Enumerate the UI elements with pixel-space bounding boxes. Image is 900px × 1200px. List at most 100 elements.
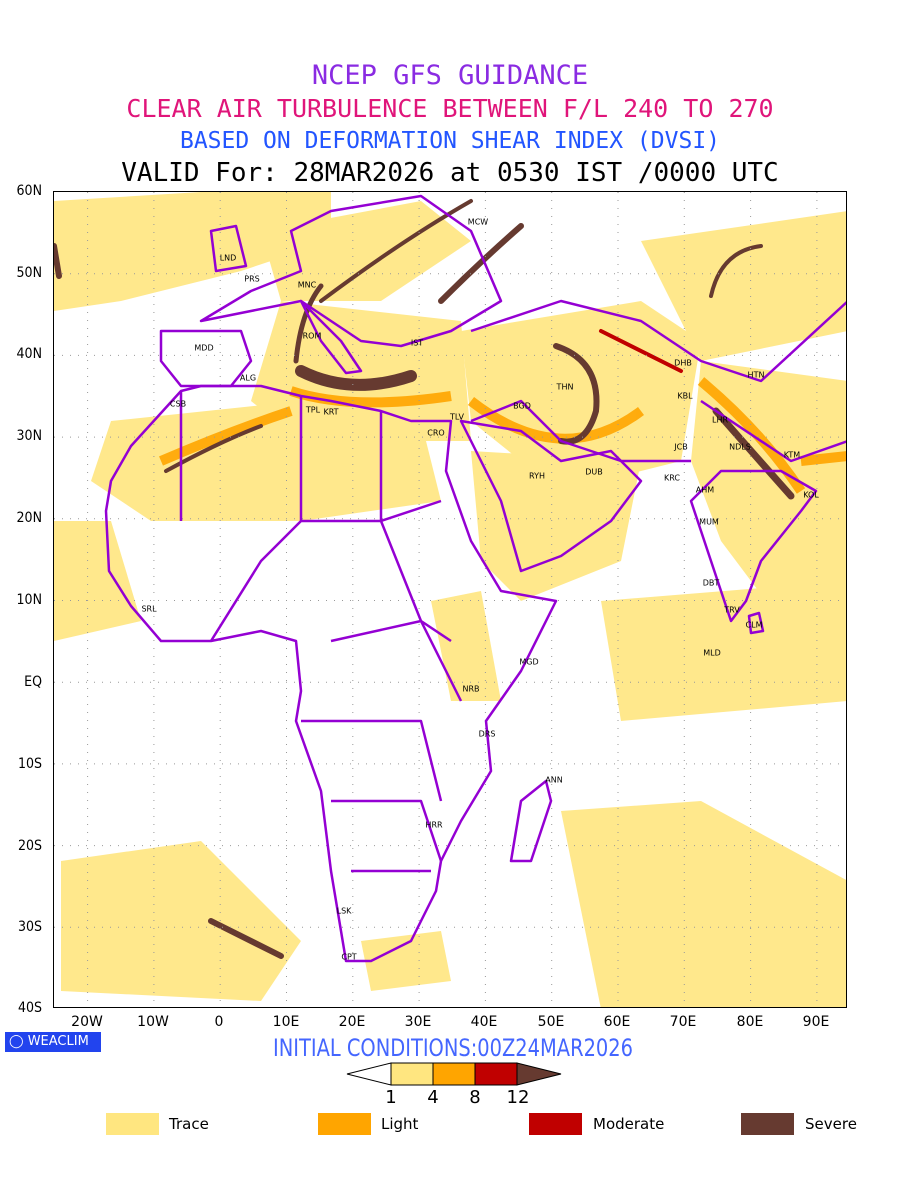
city-label: CRO (427, 428, 445, 438)
lon-label: 70E (669, 1014, 697, 1030)
weaclim-logo: ◯ WEACLIM (5, 1032, 101, 1052)
city-label: KRT (323, 407, 339, 417)
lon-label: 40E (470, 1014, 498, 1030)
city-label: MNC (297, 280, 317, 290)
legend-label-light: Light (381, 1115, 419, 1133)
legend-swatch-trace (106, 1113, 159, 1135)
lat-label: 60N (16, 183, 42, 199)
lon-label: 60E (603, 1014, 631, 1030)
valid-time: VALID For: 28MAR2026 at 0530 IST /0000 U… (121, 158, 779, 188)
city-label: MDD (194, 343, 214, 353)
gridlines (54, 192, 846, 1007)
city-label: RYH (529, 471, 545, 481)
logo-text: WEACLIM (27, 1034, 89, 1049)
city-label: MLD (703, 648, 721, 658)
city-label: HTN (747, 370, 765, 380)
colorbar-light (432, 1062, 476, 1086)
city-label: CPT (341, 952, 357, 962)
lon-label: 90E (802, 1014, 830, 1030)
city-label: CLM (745, 620, 763, 630)
lat-label: 40N (16, 346, 42, 362)
city-label: NRB (462, 684, 480, 694)
country-boundaries (104, 194, 846, 963)
moderate-severe-areas (54, 199, 795, 959)
lat-label: 30N (16, 428, 42, 444)
city-label: DHB (674, 358, 692, 368)
lon-label: 20E (338, 1014, 366, 1030)
lon-label: 0 (214, 1014, 224, 1030)
legend-swatch-moderate (529, 1113, 582, 1135)
city-label: MCW (467, 217, 489, 227)
city-label: MGD (519, 657, 539, 667)
city-label: LSK (336, 906, 352, 916)
lon-label: 10W (137, 1014, 169, 1030)
city-label: KRC (664, 473, 680, 483)
lon-label: 30E (404, 1014, 432, 1030)
city-label: MUM (699, 517, 719, 527)
title-line-2: CLEAR AIR TURBULENCE BETWEEN F/L 240 TO … (126, 94, 774, 123)
city-label: DBT (702, 578, 720, 588)
city-label: SRL (141, 604, 157, 614)
city-label: NDLS (729, 442, 751, 452)
africa-internal-borders (179, 391, 463, 873)
lat-label: 10N (16, 592, 42, 608)
trace-areas (54, 192, 846, 1007)
lat-label: 40S (17, 1000, 42, 1016)
lat-label: 20S (17, 838, 42, 854)
city-label: HRR (425, 820, 443, 830)
asia-outline (470, 299, 846, 463)
city-label: DRS (478, 729, 496, 739)
iberia-outline (159, 329, 253, 388)
colorbar-below-arrow (346, 1062, 392, 1086)
city-label: AHM (695, 485, 715, 495)
city-label: DUB (585, 467, 603, 477)
lon-label: 20W (71, 1014, 103, 1030)
colorbar-severe-arrow (516, 1062, 562, 1086)
city-label: LND (219, 253, 237, 263)
lon-label: 10E (272, 1014, 300, 1030)
city-label: IST (410, 338, 424, 348)
lat-label: 30S (17, 919, 42, 935)
city-label: TPL (305, 405, 321, 415)
title-line-1: NCEP GFS GUIDANCE (311, 60, 589, 91)
legend-swatch-light (318, 1113, 371, 1135)
city-label: LHR (711, 415, 729, 425)
city-label: ALG (239, 373, 257, 383)
city-label: PRS (244, 274, 260, 284)
africa-outline (104, 384, 558, 963)
city-label: KBL (677, 391, 693, 401)
colorbar (346, 1062, 562, 1086)
legend-label-severe: Severe (805, 1115, 857, 1133)
city-label: TRV (724, 605, 740, 615)
legend-swatch-severe (741, 1113, 794, 1135)
india-outline (689, 469, 818, 623)
map-canvas (54, 192, 846, 1007)
map-panel (53, 191, 847, 1008)
city-label: KOL (803, 490, 819, 500)
legend-label-moderate: Moderate (593, 1115, 665, 1133)
city-label: JCB (674, 442, 688, 452)
city-label: ANN (545, 775, 563, 785)
city-label: KTM (783, 450, 801, 460)
sri-lanka-outline (747, 611, 765, 635)
title-line-3: BASED ON DEFORMATION SHEAR INDEX (DVSI) (179, 128, 721, 154)
britain-outline (209, 224, 248, 273)
initial-conditions: INITIAL CONDITIONS:00Z24MAR2026 (273, 1034, 634, 1062)
lat-label: 20N (16, 510, 42, 526)
lon-label: 80E (736, 1014, 764, 1030)
colorbar-label: 4 (427, 1087, 439, 1108)
colorbar-label: 8 (469, 1087, 481, 1108)
city-label: BGD (513, 401, 531, 411)
lat-label: EQ (24, 674, 42, 690)
colorbar-moderate (474, 1062, 518, 1086)
europe-outline (199, 194, 503, 348)
arabia-outline (459, 419, 643, 573)
lon-label: 50E (537, 1014, 565, 1030)
colorbar-label: 1 (385, 1087, 397, 1108)
italy-outline (299, 299, 363, 375)
city-label: CSB (169, 399, 187, 409)
madagascar-outline (509, 779, 553, 863)
copyright-icon: ◯ (9, 1034, 24, 1049)
colorbar-trace (390, 1062, 434, 1086)
lat-label: 50N (16, 265, 42, 281)
